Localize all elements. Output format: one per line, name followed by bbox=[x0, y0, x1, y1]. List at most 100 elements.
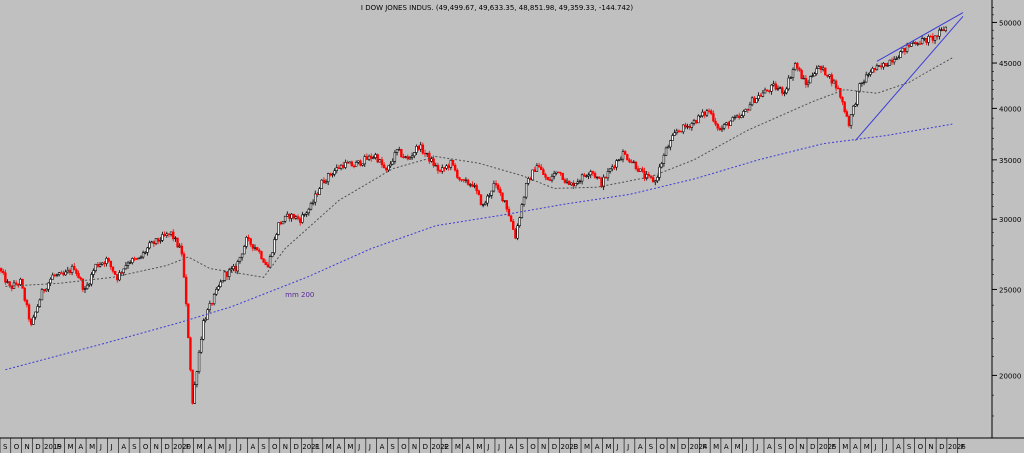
candle bbox=[873, 68, 876, 73]
candle bbox=[729, 120, 732, 126]
candle bbox=[350, 160, 354, 167]
x-tick-label: S bbox=[390, 443, 395, 451]
x-tick-label: J bbox=[755, 443, 758, 451]
candle bbox=[182, 251, 186, 278]
x-tick-label: S bbox=[907, 443, 912, 451]
candle bbox=[98, 262, 102, 268]
candle bbox=[837, 85, 840, 90]
candle bbox=[378, 158, 382, 163]
candle bbox=[864, 71, 868, 83]
candle bbox=[533, 166, 536, 172]
candle bbox=[578, 179, 582, 185]
trendlines bbox=[855, 12, 964, 141]
candle bbox=[656, 175, 659, 184]
candle bbox=[148, 240, 151, 250]
candle bbox=[204, 317, 207, 323]
candle bbox=[632, 159, 635, 164]
candle bbox=[434, 162, 437, 167]
candle bbox=[512, 218, 515, 230]
candle bbox=[221, 280, 224, 283]
candle bbox=[707, 108, 711, 114]
candle bbox=[602, 174, 605, 191]
candle bbox=[320, 179, 323, 189]
candle bbox=[793, 62, 797, 71]
candle bbox=[682, 124, 685, 135]
candle bbox=[19, 277, 22, 287]
candlesticks bbox=[0, 26, 948, 405]
candle bbox=[755, 98, 758, 104]
candle bbox=[197, 350, 201, 374]
candle bbox=[423, 149, 427, 157]
candle bbox=[27, 303, 31, 323]
candle bbox=[608, 168, 612, 174]
x-tick-label: J bbox=[239, 443, 242, 451]
candle bbox=[469, 182, 472, 188]
candle bbox=[824, 67, 827, 76]
x-tick-label: A bbox=[509, 443, 514, 451]
candle bbox=[281, 220, 285, 225]
x-tick-label: O bbox=[272, 443, 278, 451]
candle bbox=[243, 244, 246, 255]
plot-area[interactable]: mm 200 bbox=[0, 12, 964, 405]
candle bbox=[2, 268, 5, 276]
candle bbox=[920, 35, 924, 45]
candle bbox=[361, 163, 364, 167]
candle bbox=[796, 61, 799, 72]
candle bbox=[324, 179, 328, 184]
y-tick-label: 50000 bbox=[999, 19, 1021, 27]
candle bbox=[133, 256, 136, 262]
candle bbox=[443, 167, 446, 172]
x-tick-label: O bbox=[788, 443, 794, 451]
moving-averages bbox=[5, 57, 953, 371]
x-tick-label: F bbox=[444, 443, 448, 451]
annotations: mm 200 bbox=[285, 291, 314, 299]
x-tick-label: J bbox=[626, 443, 629, 451]
x-tick-label: S bbox=[261, 443, 266, 451]
candle bbox=[548, 176, 552, 181]
x-tick-label: J bbox=[110, 443, 113, 451]
candle bbox=[273, 236, 276, 256]
candle bbox=[677, 129, 681, 133]
x-tick-label: A bbox=[380, 443, 385, 451]
candle bbox=[871, 66, 874, 73]
candle bbox=[382, 162, 386, 169]
candle bbox=[718, 126, 722, 131]
candle bbox=[156, 237, 160, 245]
candle bbox=[753, 96, 756, 104]
candle bbox=[593, 171, 597, 179]
candle bbox=[546, 176, 549, 181]
candle bbox=[174, 236, 177, 242]
candle bbox=[690, 121, 694, 131]
candle bbox=[576, 178, 580, 186]
candle bbox=[292, 213, 295, 220]
candle bbox=[703, 111, 706, 119]
candle bbox=[464, 177, 468, 184]
candle bbox=[62, 270, 65, 277]
candle bbox=[135, 257, 138, 260]
candle bbox=[225, 271, 229, 281]
candle bbox=[832, 78, 836, 84]
candle bbox=[167, 233, 171, 238]
candle bbox=[38, 298, 42, 308]
candle bbox=[604, 176, 607, 179]
candle bbox=[193, 381, 196, 405]
candle bbox=[735, 114, 739, 118]
candle bbox=[301, 211, 304, 224]
candle bbox=[189, 336, 192, 372]
x-tick-label: S bbox=[778, 443, 783, 451]
x-tick-label: A bbox=[638, 443, 643, 451]
candle bbox=[570, 182, 573, 186]
x-tick-label: O bbox=[143, 443, 149, 451]
candle bbox=[516, 223, 519, 241]
candle bbox=[651, 175, 655, 183]
candle bbox=[585, 174, 588, 178]
candle bbox=[436, 162, 440, 174]
candle bbox=[763, 87, 767, 94]
candle bbox=[727, 121, 730, 129]
candle bbox=[834, 79, 838, 92]
candle bbox=[25, 298, 29, 308]
candle bbox=[240, 253, 244, 261]
chart-title: I DOW JONES INDUS. (49,499.67, 49,633.35… bbox=[361, 4, 633, 12]
candle bbox=[811, 72, 814, 78]
candle bbox=[720, 125, 724, 132]
